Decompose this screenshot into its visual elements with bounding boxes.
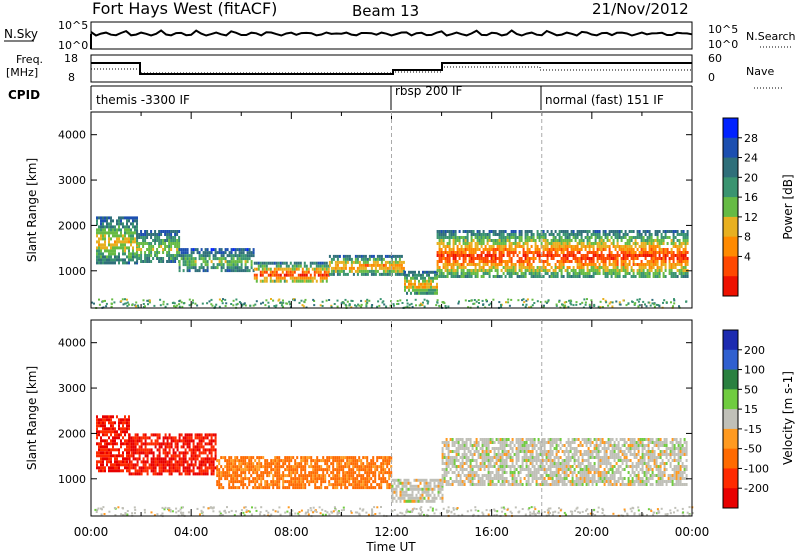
x-tick-label: 12:00: [374, 525, 409, 539]
colorbar-swatch: [723, 118, 738, 139]
y-tick-label: 2000: [58, 427, 86, 440]
nsearch-tick-high: 10^5: [708, 23, 738, 36]
colorbar-tick-label: 28: [744, 132, 758, 145]
colorbar-swatch: [723, 330, 738, 351]
power-panel: 1000 2000 3000 4000 Slant Range [km]: [25, 111, 693, 309]
y-tick-label: 4000: [58, 337, 86, 350]
colorbar-tick-label: 4: [744, 250, 751, 263]
colorbar-tick-label: 200: [744, 344, 765, 357]
colorbar-tick-label: 20: [744, 171, 758, 184]
velocity-ylabel: Slant Range [km]: [25, 366, 39, 470]
freq-strip: Freq. [MHz] 18 8 60 0 Nave: [6, 52, 784, 89]
station-title: Fort Hays West (fitACF): [92, 0, 277, 18]
colorbar-swatch: [723, 216, 738, 238]
y-tick-label: 4000: [58, 129, 86, 142]
colorbar-tick-label: 15: [744, 403, 758, 416]
colorbar-tick-label: 100: [744, 364, 765, 377]
colorbar-swatch: [723, 369, 738, 390]
colorbar-swatch: [723, 276, 738, 297]
x-tick-label: 08:00: [274, 525, 309, 539]
cpid-label: CPID: [8, 88, 40, 102]
nsearch-tick-low: 10^0: [708, 38, 738, 51]
colorbar-swatch: [723, 349, 738, 371]
colorbar-tick-label: 50: [744, 383, 758, 396]
colorbar-swatch: [723, 488, 738, 509]
nave-tick-low: 0: [708, 71, 715, 84]
cpid-segment: normal (fast) 151 IF: [545, 93, 664, 107]
cpid-segment: themis -3300 IF: [96, 93, 190, 107]
velocity-panel: 1000 2000 3000 4000 Slant Range [km]: [25, 319, 694, 518]
nsky-label: N.Sky: [4, 27, 38, 41]
colorbar-swatch: [723, 428, 738, 450]
colorbar-swatch: [723, 157, 738, 178]
y-tick-label: 2000: [58, 219, 86, 232]
velocity-echo-cells: [94, 415, 694, 518]
colorbar-swatch: [723, 448, 738, 469]
beam-title: Beam 13: [352, 2, 419, 20]
y-tick-label: 3000: [58, 174, 86, 187]
x-tick-label: 00:00: [675, 525, 710, 539]
colorbar-swatch: [723, 389, 738, 410]
power-echo-cells: [91, 216, 689, 309]
nsky-trace: [90, 29, 693, 37]
colorbar-swatch: [723, 197, 738, 218]
colorbar-swatch: [723, 256, 738, 277]
nsky-tick-low: 10^0: [58, 39, 88, 52]
colorbar-tick-label: 24: [744, 152, 758, 165]
y-tick-label: 3000: [58, 382, 86, 395]
nave-label: Nave: [746, 65, 774, 78]
colorbar-tick-label: 12: [744, 211, 758, 224]
power-ylabel: Slant Range [km]: [25, 158, 39, 262]
y-tick-label: 1000: [58, 473, 86, 486]
x-tick-label: 16:00: [474, 525, 509, 539]
colorbar-swatch: [723, 177, 738, 198]
nsearch-label: N.Search: [746, 30, 796, 43]
velocity-axes: 1000 2000 3000 4000: [58, 320, 693, 516]
nsky-tick-high: 10^5: [58, 19, 88, 32]
freq-label-2: [MHz]: [6, 66, 38, 79]
velocity-colorbar: 200 100 50 15 -15 -50 -100 -200 Velocity [m s-1…: [722, 329, 795, 509]
colorbar-swatch: [723, 409, 738, 430]
cpid-strip: CPID themis -3300 IF rbsp 200 IF normal …: [8, 84, 693, 110]
y-tick-label: 1000: [58, 265, 86, 278]
freq-tick-low: 8: [68, 71, 75, 84]
x-tick-label: 04:00: [174, 525, 209, 539]
x-tick-label: 00:00: [74, 525, 109, 539]
colorbar-swatch: [723, 236, 738, 257]
freq-trace: [91, 62, 692, 75]
colorbar-swatch: [723, 468, 738, 489]
power-colorbar: 28 24 20 16 12 8 4 Power [dB]: [722, 117, 795, 297]
freq-label-1: Freq.: [16, 53, 43, 66]
colorbar-tick-label: 16: [744, 191, 758, 204]
colorbar-tick-label: -100: [744, 462, 769, 475]
colorbar-swatch: [723, 137, 738, 159]
x-axis-label: Time UT: [365, 540, 416, 554]
x-tick-label: 20:00: [575, 525, 610, 539]
date-title: 21/Nov/2012: [592, 0, 689, 18]
colorbar-tick-label: -200: [744, 482, 769, 495]
nave-tick-high: 60: [708, 52, 722, 65]
power-colorbar-label: Power [dB]: [781, 174, 795, 239]
colorbar-tick-label: 8: [744, 231, 751, 244]
freq-tick-high: 18: [64, 52, 78, 65]
colorbar-tick-label: -50: [744, 443, 762, 456]
nsky-strip: N.Sky 10^5 10^0 10^5 10^0 N.Search: [4, 19, 796, 52]
nave-trace: [91, 66, 692, 74]
power-axes: 1000 2000 3000 4000: [58, 112, 693, 308]
colorbar-tick-label: -15: [744, 423, 762, 436]
cpid-segment: rbsp 200 IF: [395, 84, 462, 98]
velocity-colorbar-label: Velocity [m s-1]: [781, 371, 795, 465]
x-tick-labels: 00:00 04:00 08:00 12:00 16:00 20:00 00:00: [74, 525, 710, 539]
